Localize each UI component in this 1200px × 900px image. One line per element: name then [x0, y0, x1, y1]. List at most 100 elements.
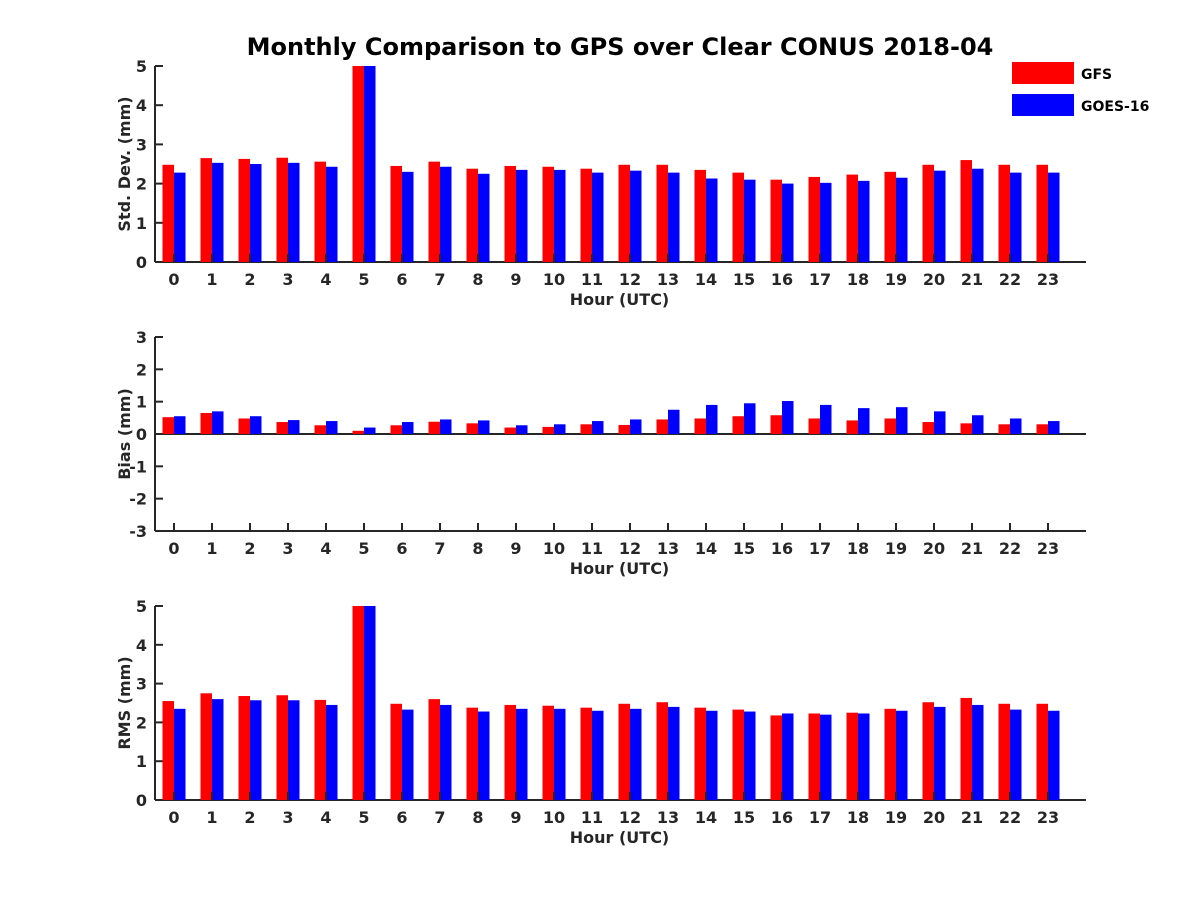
std-dev-bar-gfs: [846, 174, 858, 262]
bias-bar-gfs: [542, 426, 554, 434]
std-dev-bar-goes16: [174, 172, 186, 262]
rms-x-tick-label: 12: [619, 808, 641, 827]
std-dev-bar-gfs: [656, 164, 668, 262]
bias-x-tick-label: 0: [168, 539, 179, 558]
rms-bar-goes16: [440, 704, 452, 800]
bias-bar-gfs: [960, 423, 972, 434]
rms-bar-goes16: [250, 700, 262, 800]
rms-x-tick-label: 10: [543, 808, 565, 827]
bias-y-label: Bias (mm): [115, 388, 134, 480]
rms-bar-gfs: [656, 702, 668, 800]
std-dev-bar-gfs: [884, 171, 896, 262]
bias-x-tick-label: 14: [695, 539, 717, 558]
std-dev-y-label: Std. Dev. (mm): [115, 96, 134, 231]
bias-bar-gfs: [580, 424, 592, 434]
rms-bar-goes16: [174, 708, 186, 800]
std-dev-bar-goes16: [402, 171, 414, 262]
bias-x-tick-label: 18: [847, 539, 869, 558]
rms-bar-goes16: [782, 713, 794, 800]
std-dev-y-tick-label: 5: [136, 57, 147, 76]
bias-x-tick-label: 22: [999, 539, 1021, 558]
rms-bar-gfs: [238, 696, 250, 800]
bias-bar-goes16: [364, 427, 376, 434]
legend-swatch-goes16: [1012, 94, 1074, 116]
bias-bar-gfs: [428, 421, 440, 434]
std-dev-y-tick-label: 3: [136, 135, 147, 154]
rms-x-label: Hour (UTC): [570, 828, 670, 847]
std-dev-bar-gfs: [542, 166, 554, 262]
rms-x-tick-label: 5: [358, 808, 369, 827]
rms-bar-goes16: [212, 699, 224, 800]
bias-bar-goes16: [592, 421, 604, 434]
rms-bar-goes16: [668, 706, 680, 800]
rms-bar-goes16: [326, 704, 338, 800]
std-dev-x-tick-label: 9: [510, 270, 521, 289]
bias-bar-gfs: [656, 419, 668, 434]
std-dev-bar-goes16: [592, 172, 604, 262]
bias-bar-goes16: [858, 408, 870, 434]
rms-x-tick-label: 23: [1037, 808, 1059, 827]
bias-x-tick-label: 15: [733, 539, 755, 558]
std-dev-x-tick-label: 2: [244, 270, 255, 289]
bias-x-tick-label: 21: [961, 539, 983, 558]
rms-bar-gfs: [618, 703, 630, 800]
bias-y-tick-label: 1: [136, 393, 147, 412]
rms-bar-gfs: [542, 705, 554, 800]
std-dev-y-tick-label: 4: [136, 96, 147, 115]
std-dev-x-tick-label: 14: [695, 270, 717, 289]
rms-x-tick-label: 20: [923, 808, 945, 827]
std-dev-bar-goes16: [858, 180, 870, 262]
std-dev-bar-goes16: [896, 177, 908, 262]
rms-bar-gfs: [276, 695, 288, 800]
rms-x-tick-label: 17: [809, 808, 831, 827]
std-dev-bar-gfs: [352, 66, 364, 262]
std-dev-x-tick-label: 11: [581, 270, 603, 289]
rms-bar-goes16: [592, 710, 604, 800]
std-dev-y-tick-label: 2: [136, 175, 147, 194]
rms-bar-gfs: [580, 707, 592, 800]
bias-y-tick-label: -3: [129, 522, 147, 541]
rms-x-tick-label: 6: [396, 808, 407, 827]
std-dev-bar-goes16: [554, 169, 566, 262]
std-dev-x-tick-label: 4: [320, 270, 331, 289]
bias-y-tick-label: 2: [136, 360, 147, 379]
bias-bar-goes16: [706, 404, 718, 434]
rms-bar-gfs: [428, 699, 440, 800]
std-dev-bar-goes16: [668, 172, 680, 262]
std-dev-x-tick-label: 22: [999, 270, 1021, 289]
bias-bar-goes16: [174, 416, 186, 434]
std-dev-bar-goes16: [706, 178, 718, 262]
bias-bar-goes16: [630, 419, 642, 434]
rms-y-label: RMS (mm): [115, 656, 134, 749]
rms-bar-goes16: [896, 710, 908, 800]
std-dev-x-tick-label: 17: [809, 270, 831, 289]
bias-x-tick-label: 7: [434, 539, 445, 558]
rms-bar-gfs: [314, 699, 326, 800]
std-dev-bar-gfs: [238, 158, 250, 262]
rms-bar-goes16: [554, 708, 566, 800]
bias-x-tick-label: 19: [885, 539, 907, 558]
std-dev-x-tick-label: 15: [733, 270, 755, 289]
std-dev-x-tick-label: 1: [206, 270, 217, 289]
rms-bar-gfs: [808, 713, 820, 800]
std-dev-x-tick-label: 12: [619, 270, 641, 289]
rms-x-tick-label: 11: [581, 808, 603, 827]
bias-x-tick-label: 1: [206, 539, 217, 558]
rms-x-tick-label: 21: [961, 808, 983, 827]
std-dev-bar-gfs: [200, 158, 212, 262]
bias-bar-goes16: [744, 403, 756, 434]
bias-bar-gfs: [352, 430, 364, 434]
rms-y-tick-label: 3: [136, 675, 147, 694]
std-dev-bar-gfs: [618, 164, 630, 262]
rms-x-tick-label: 19: [885, 808, 907, 827]
bias-x-tick-label: 20: [923, 539, 945, 558]
rms-x-tick-label: 2: [244, 808, 255, 827]
rms-bar-goes16: [1048, 710, 1060, 800]
rms-bar-goes16: [858, 713, 870, 800]
std-dev-bar-gfs: [428, 161, 440, 262]
std-dev-x-tick-label: 10: [543, 270, 565, 289]
rms-bar-goes16: [820, 714, 832, 800]
rms-x-tick-label: 0: [168, 808, 179, 827]
legend-swatch-gfs: [1012, 62, 1074, 84]
rms-bar-goes16: [364, 606, 376, 800]
